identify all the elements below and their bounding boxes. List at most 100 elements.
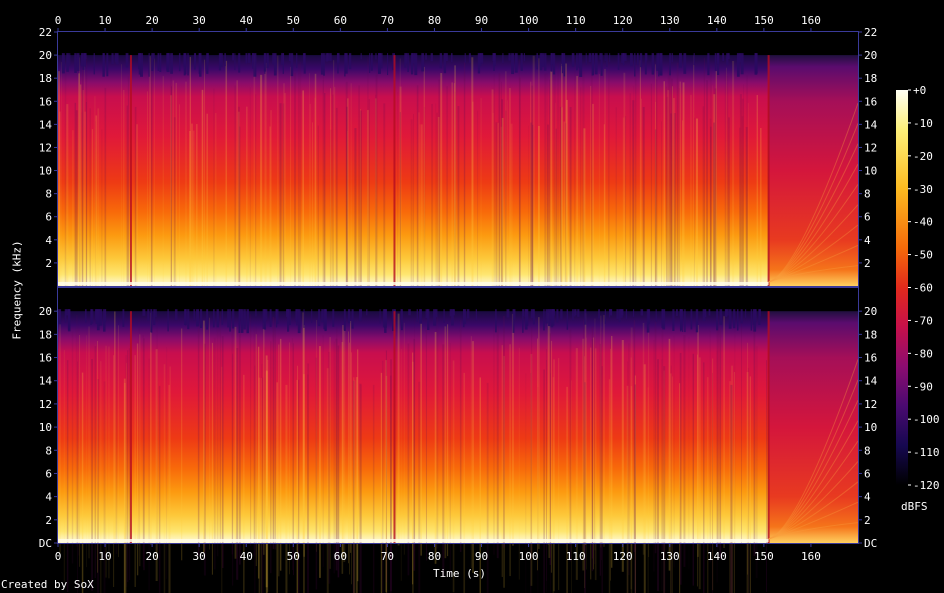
texture-streak	[213, 88, 215, 320]
texture-streak	[350, 321, 352, 553]
cutoff-spike	[400, 309, 403, 331]
texture-streak	[672, 86, 673, 318]
texture-streak	[661, 359, 663, 592]
x-tick-label: 140	[707, 550, 727, 563]
cutoff-spike	[645, 53, 648, 61]
texture-streak	[694, 117, 695, 349]
texture-streak	[463, 62, 466, 294]
colorbar-tick-label: -90	[913, 380, 933, 393]
colorbar-tick-label: -20	[913, 150, 933, 163]
cutoff-spike	[263, 309, 267, 330]
texture-streak	[550, 340, 553, 573]
y-tick-label: 4	[45, 491, 52, 504]
texture-streak	[400, 349, 402, 581]
texture-streak	[679, 81, 682, 313]
x-tick-label: 90	[475, 550, 488, 563]
x-tick-label: 50	[287, 550, 300, 563]
cutoff-spike	[238, 309, 241, 333]
cutoff-spike	[543, 309, 545, 331]
cutoff-spike	[344, 53, 346, 77]
transient-line	[393, 311, 396, 543]
texture-streak	[733, 371, 735, 593]
cutoff-spike	[281, 53, 285, 65]
cutoff-spike	[727, 53, 730, 60]
texture-streak	[621, 339, 624, 572]
texture-streak	[479, 377, 481, 593]
colorbar-tick-label: -10	[913, 117, 933, 130]
tail-harmonic	[768, 379, 859, 540]
cutoff-spike	[502, 53, 504, 64]
cutoff-spike	[303, 53, 306, 74]
x-tick-label: 0	[55, 550, 62, 563]
y-tick-label-right: DC	[864, 537, 877, 550]
cutoff-spike	[238, 309, 242, 320]
texture-streak	[332, 94, 334, 326]
texture-streak	[679, 352, 682, 585]
texture-streak	[225, 60, 228, 292]
texture-streak	[239, 332, 241, 565]
x-tick-label: 60	[334, 550, 347, 563]
texture-streak	[584, 382, 586, 593]
y-tick-label: 14	[39, 118, 53, 131]
cutoff-spike	[552, 53, 556, 75]
cutoff-spike	[592, 53, 594, 75]
texture-streak	[246, 106, 248, 338]
transient-line	[129, 55, 132, 286]
x-tick-label: 130	[660, 550, 680, 563]
x-tick-label: 70	[381, 550, 394, 563]
texture-streak	[360, 108, 361, 340]
texture-streak	[600, 315, 602, 548]
colorbar-tick-label: +0	[913, 84, 926, 97]
texture-streak	[647, 387, 649, 593]
texture-streak	[375, 98, 377, 330]
texture-streak	[610, 335, 613, 568]
cutoff-spike	[74, 53, 77, 73]
texture-streak	[560, 63, 563, 295]
y-tick-label-right: 22	[864, 26, 877, 39]
texture-streak	[546, 349, 547, 581]
cutoff-spike	[560, 309, 563, 320]
texture-streak	[237, 106, 240, 338]
texture-streak	[352, 377, 355, 593]
y-tick-label: 18	[39, 72, 52, 85]
texture-streak	[366, 110, 369, 341]
cutoff-spike	[378, 53, 381, 74]
texture-streak	[211, 342, 213, 575]
texture-streak	[58, 71, 61, 303]
texture-streak	[543, 369, 545, 593]
cutoff-spike	[563, 53, 566, 77]
cutoff-spike	[220, 53, 223, 68]
cutoff-spike	[752, 309, 755, 325]
cutoff-spike	[276, 309, 279, 325]
x-tick-label-top: 40	[240, 14, 253, 27]
texture-streak	[265, 355, 268, 588]
texture-streak	[582, 70, 585, 302]
texture-streak	[747, 342, 749, 575]
texture-streak	[236, 80, 238, 312]
y-tick-label: 6	[45, 211, 52, 224]
texture-streak	[81, 55, 84, 287]
texture-streak	[654, 129, 657, 361]
cutoff-spike	[400, 309, 402, 322]
texture-streak	[127, 76, 129, 308]
texture-streak	[510, 123, 513, 355]
texture-streak	[307, 363, 310, 593]
y-tick-label: 2	[45, 257, 52, 270]
cutoff-spike	[382, 309, 386, 328]
x-tick-label: 40	[240, 550, 253, 563]
texture-streak	[279, 103, 282, 335]
cutoff-spike	[453, 309, 455, 316]
cutoff-spike	[366, 309, 368, 316]
cutoff-spike	[693, 53, 695, 66]
texture-streak	[319, 346, 321, 578]
texture-streak	[175, 82, 177, 314]
texture-streak	[203, 320, 205, 553]
x-tick-label-top: 100	[519, 14, 539, 27]
texture-streak	[105, 345, 107, 578]
texture-streak	[555, 128, 557, 360]
texture-streak	[260, 378, 262, 593]
texture-streak	[88, 326, 90, 559]
texture-streak	[547, 313, 549, 545]
texture-streak	[347, 131, 348, 362]
cutoff-spike	[61, 53, 65, 74]
